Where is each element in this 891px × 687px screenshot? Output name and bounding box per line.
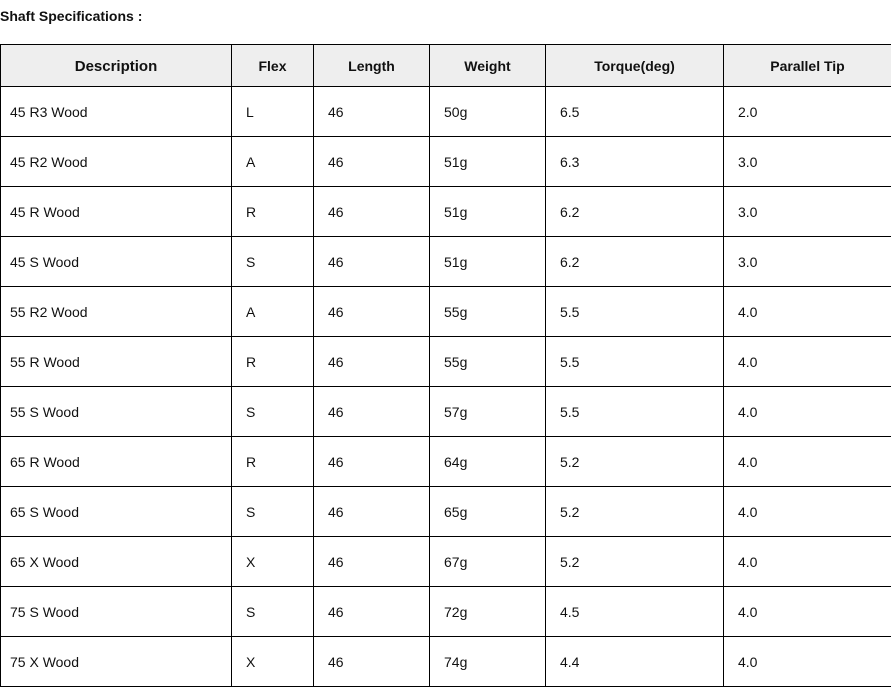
table-cell: 5.5 xyxy=(546,287,724,337)
column-header: Parallel Tip xyxy=(724,45,891,87)
table-cell: 65g xyxy=(430,487,546,537)
table-cell: 6.3 xyxy=(546,137,724,187)
table-cell: S xyxy=(232,237,314,287)
table-cell: 46 xyxy=(314,337,430,387)
table-cell: 6.5 xyxy=(546,87,724,137)
table-cell: R xyxy=(232,187,314,237)
table-cell: 46 xyxy=(314,637,430,687)
table-cell: 4.0 xyxy=(724,337,891,387)
table-cell: 55g xyxy=(430,287,546,337)
table-cell: 45 R2 Wood xyxy=(1,137,232,187)
table-cell: 5.2 xyxy=(546,487,724,537)
table-cell: 55 S Wood xyxy=(1,387,232,437)
table-cell: 46 xyxy=(314,437,430,487)
table-cell: L xyxy=(232,87,314,137)
table-cell: 4.4 xyxy=(546,637,724,687)
table-cell: 57g xyxy=(430,387,546,437)
table-cell: 46 xyxy=(314,587,430,637)
table-cell: 3.0 xyxy=(724,237,891,287)
table-cell: 3.0 xyxy=(724,137,891,187)
table-cell: 46 xyxy=(314,237,430,287)
table-cell: 4.0 xyxy=(724,487,891,537)
table-cell: 51g xyxy=(430,137,546,187)
column-header: Torque(deg) xyxy=(546,45,724,87)
table-cell: R xyxy=(232,437,314,487)
table-cell: 2.0 xyxy=(724,87,891,137)
table-cell: 75 X Wood xyxy=(1,637,232,687)
table-cell: 55g xyxy=(430,337,546,387)
table-cell: 65 X Wood xyxy=(1,537,232,587)
table-cell: 5.2 xyxy=(546,537,724,587)
column-header: Length xyxy=(314,45,430,87)
column-header: Description xyxy=(1,45,232,87)
table-cell: 4.0 xyxy=(724,437,891,487)
table-cell: 46 xyxy=(314,387,430,437)
table-cell: 4.0 xyxy=(724,287,891,337)
table-cell: A xyxy=(232,137,314,187)
table-cell: 74g xyxy=(430,637,546,687)
table-cell: 46 xyxy=(314,287,430,337)
table-cell: S xyxy=(232,487,314,537)
table-cell: 65 S Wood xyxy=(1,487,232,537)
table-cell: 50g xyxy=(430,87,546,137)
table-cell: 4.0 xyxy=(724,637,891,687)
table-cell: 51g xyxy=(430,187,546,237)
table-cell: 45 R Wood xyxy=(1,187,232,237)
table-cell: 55 R Wood xyxy=(1,337,232,387)
table-cell: S xyxy=(232,387,314,437)
table-cell: 51g xyxy=(430,237,546,287)
table-cell: 46 xyxy=(314,187,430,237)
table-cell: 4.0 xyxy=(724,537,891,587)
table-cell: 46 xyxy=(314,137,430,187)
table-cell: 6.2 xyxy=(546,237,724,287)
table-cell: X xyxy=(232,537,314,587)
table-cell: 4.5 xyxy=(546,587,724,637)
table-cell: 46 xyxy=(314,87,430,137)
table-cell: 5.5 xyxy=(546,387,724,437)
table-cell: 4.0 xyxy=(724,387,891,437)
table-cell: X xyxy=(232,637,314,687)
table-cell: 55 R2 Wood xyxy=(1,287,232,337)
table-cell: 4.0 xyxy=(724,587,891,637)
column-header: Weight xyxy=(430,45,546,87)
table-cell: 3.0 xyxy=(724,187,891,237)
table-cell: 5.5 xyxy=(546,337,724,387)
table-cell: 64g xyxy=(430,437,546,487)
table-cell: 65 R Wood xyxy=(1,437,232,487)
table-cell: A xyxy=(232,287,314,337)
table-cell: S xyxy=(232,587,314,637)
table-cell: 6.2 xyxy=(546,187,724,237)
table-cell: 45 S Wood xyxy=(1,237,232,287)
table-cell: 72g xyxy=(430,587,546,637)
table-cell: 45 R3 Wood xyxy=(1,87,232,137)
table-cell: 75 S Wood xyxy=(1,587,232,637)
table-cell: 46 xyxy=(314,487,430,537)
table-cell: R xyxy=(232,337,314,387)
table-cell: 46 xyxy=(314,537,430,587)
column-header: Flex xyxy=(232,45,314,87)
table-cell: 67g xyxy=(430,537,546,587)
section-title: Shaft Specifications : xyxy=(0,8,142,24)
table-cell: 5.2 xyxy=(546,437,724,487)
